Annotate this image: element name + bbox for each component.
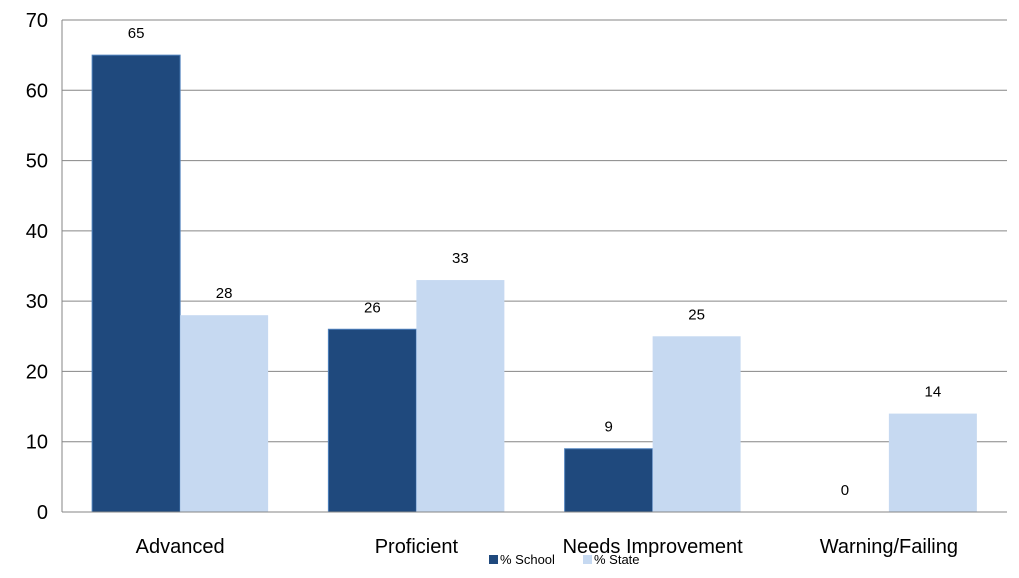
x-tick-label: Needs Improvement [563,536,744,558]
y-tick-label: 60 [26,80,48,102]
legend-swatch [583,555,592,564]
y-tick-label: 40 [26,221,48,243]
y-tick-label: 0 [37,502,48,524]
data-label: 0 [841,482,849,499]
legend: % School % State [489,552,640,567]
data-labels: 65 28 26 33 9 25 0 14 [128,25,941,499]
bar-state [416,280,505,512]
data-label: 28 [216,285,233,302]
x-tick-label: Warning/Failing [820,536,958,558]
x-axis-labels: Advanced Proficient Needs Improvement Warni… [136,536,958,558]
legend-swatch [489,555,498,564]
y-tick-label: 10 [26,432,48,454]
y-axis-ticks: 0 10 20 30 40 50 60 70 [26,10,48,524]
data-label: 25 [688,306,705,323]
bar-state [180,315,269,512]
data-label: 9 [604,419,612,436]
data-label: 26 [364,299,381,316]
bar-state [652,336,741,512]
x-tick-label: Proficient [375,536,459,558]
y-tick-label: 30 [26,291,48,313]
axes [61,20,1007,513]
legend-label: % State [594,552,640,567]
bar-school [564,448,654,513]
y-tick-label: 70 [26,10,48,32]
data-label: 65 [128,25,145,42]
data-label: 14 [925,384,942,401]
y-tick-label: 50 [26,151,48,173]
data-label: 33 [452,250,469,267]
bar-state [888,413,977,512]
y-tick-label: 20 [26,361,48,383]
bar-school [327,328,417,513]
bars [91,54,977,513]
x-tick-label: Advanced [136,536,225,558]
legend-label: % School [500,552,555,567]
bar-school [91,54,181,513]
